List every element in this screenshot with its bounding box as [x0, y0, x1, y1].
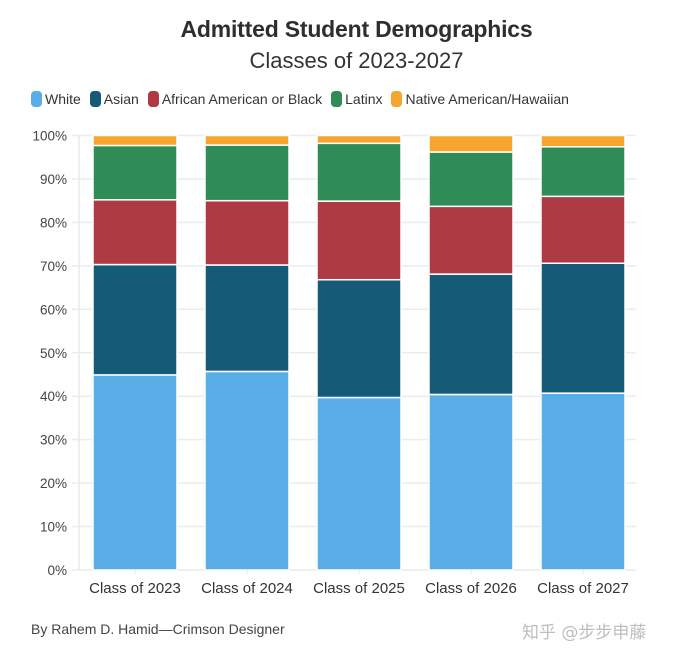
bar-segment-white-3[interactable]: [428, 393, 514, 571]
bar-segment-latinx-3[interactable]: [428, 151, 514, 208]
chart-title: Admitted Student Demographics: [180, 16, 533, 42]
bar-segment-native-american-hawaiian-0[interactable]: [92, 134, 178, 147]
bar-segment-asian-4[interactable]: [540, 262, 626, 394]
legend-swatch-white: [31, 91, 42, 107]
y-tick-label: 40%: [40, 389, 67, 404]
x-axis-tick-labels: Class of 2023 Class of 2024 Class of 2025 C…: [89, 570, 629, 597]
y-tick-label: 20%: [40, 476, 67, 491]
bar-segment-african-american-or-black-1[interactable]: [204, 199, 290, 266]
legend-label-asian: Asian: [103, 91, 139, 107]
bar-segment-native-american-hawaiian-2[interactable]: [316, 134, 402, 145]
bar-segment-african-american-or-black-0[interactable]: [92, 199, 178, 266]
bar-segment-asian-0[interactable]: [92, 263, 178, 376]
bar-segment-asian-2[interactable]: [316, 279, 402, 399]
legend-item-white[interactable]: White: [31, 91, 81, 107]
bar-segment-latinx-4[interactable]: [540, 146, 626, 198]
legend-swatch-black: [147, 91, 159, 107]
bars: [92, 134, 626, 571]
y-tick-label: 60%: [40, 302, 67, 317]
legend-swatch-asian: [89, 91, 101, 107]
bar-segment-latinx-0[interactable]: [92, 144, 178, 201]
legend-item-black[interactable]: African American or Black: [147, 91, 323, 107]
bar-segment-latinx-1[interactable]: [204, 144, 290, 202]
legend-item-asian[interactable]: Asian: [89, 91, 139, 107]
y-axis-tick-labels: 0% 10% 20% 30% 40% 50% 60% 70% 80% 90% 100%: [32, 129, 67, 579]
bar-segment-white-1[interactable]: [204, 370, 290, 571]
legend-swatch-latinx: [331, 91, 343, 107]
y-tick-label: 80%: [40, 215, 67, 230]
y-tick-label: 10%: [40, 520, 67, 535]
y-tick-label: 30%: [40, 433, 67, 448]
bar-segment-african-american-or-black-2[interactable]: [316, 200, 402, 281]
x-tick-label: Class of 2023: [89, 580, 181, 597]
bar-segment-asian-3[interactable]: [428, 273, 514, 396]
y-tick-label: 100%: [32, 129, 67, 144]
chart-subtitle: Classes of 2023-2027: [249, 48, 464, 73]
byline: By Rahem D. Hamid—Crimson Designer: [31, 621, 285, 637]
bar-segment-african-american-or-black-3[interactable]: [428, 205, 514, 275]
legend: White Asian African American or Black La…: [31, 91, 578, 107]
bar-segment-native-american-hawaiian-4[interactable]: [540, 134, 626, 148]
bar-segment-latinx-2[interactable]: [316, 142, 402, 202]
legend-item-latinx[interactable]: Latinx: [331, 91, 382, 107]
bar-segment-white-4[interactable]: [540, 392, 626, 571]
x-tick-label: Class of 2024: [201, 580, 293, 597]
bar-segment-african-american-or-black-4[interactable]: [540, 195, 626, 264]
legend-label-white: White: [45, 91, 81, 107]
x-tick-label: Class of 2026: [425, 580, 517, 597]
x-tick-label: Class of 2025: [313, 580, 405, 597]
watermark: 知乎 @步步申藤: [522, 623, 647, 643]
bar-segment-native-american-hawaiian-3[interactable]: [428, 134, 514, 153]
bar-segment-native-american-hawaiian-1[interactable]: [204, 134, 290, 146]
y-tick-label: 70%: [40, 259, 67, 274]
bar-segment-white-0[interactable]: [92, 374, 178, 571]
legend-label-latinx: Latinx: [345, 91, 383, 107]
x-tick-label: Class of 2027: [537, 580, 629, 597]
legend-swatch-native: [391, 91, 403, 107]
bar-segment-white-2[interactable]: [316, 396, 402, 571]
legend-label-native: Native American/Hawaiian: [405, 91, 569, 107]
legend-item-native[interactable]: Native American/Hawaiian: [391, 91, 569, 107]
y-tick-label: 0%: [47, 563, 67, 578]
bar-segment-asian-1[interactable]: [204, 264, 290, 373]
y-tick-label: 50%: [40, 346, 67, 361]
legend-label-black: African American or Black: [161, 91, 323, 107]
y-tick-label: 90%: [40, 172, 67, 187]
